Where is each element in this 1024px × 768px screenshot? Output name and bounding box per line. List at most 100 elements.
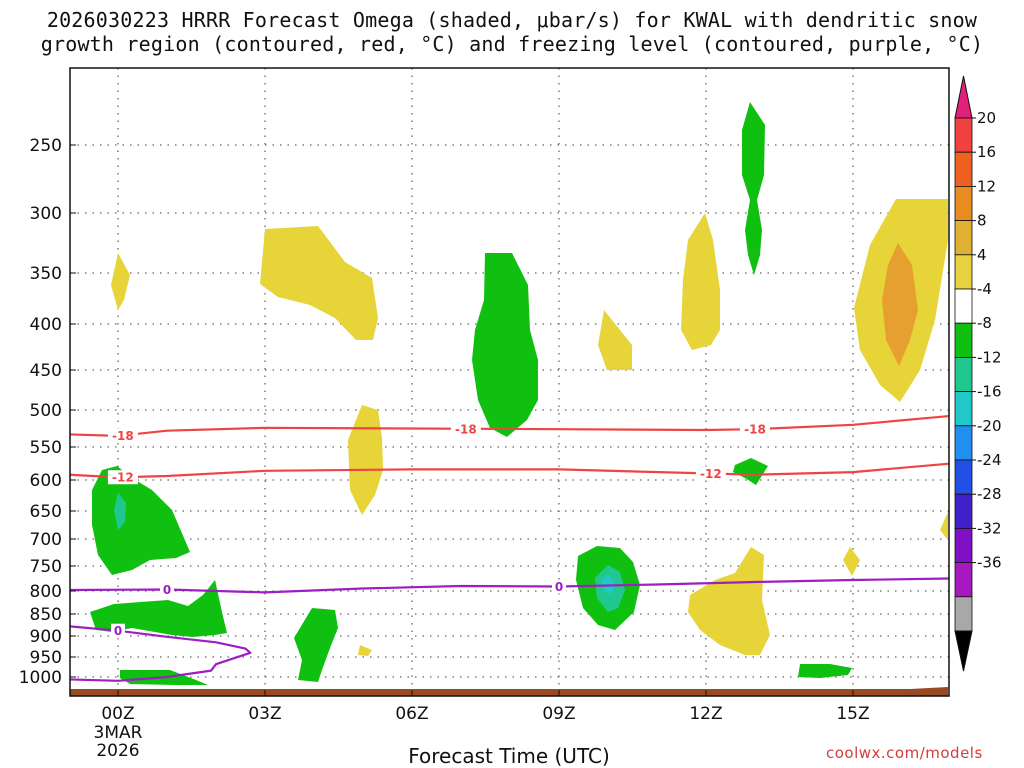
colorbar-tick-label: -4 (977, 280, 992, 298)
colorbar-tick-label: 8 (977, 212, 987, 230)
colorbar-tick-label: -36 (977, 554, 1002, 572)
contour-label-bg (107, 428, 138, 443)
contour-label: 0 (555, 580, 563, 594)
contour-label-bg (107, 470, 138, 485)
chart-title-line-1: 2026030223 HRRR Forecast Omega (shaded, … (46, 8, 978, 32)
freezing-level-contour (70, 577, 949, 594)
x-tick-label: 09Z (542, 704, 575, 724)
omega-rising-region (681, 213, 720, 350)
contour-label-bg (552, 579, 566, 594)
omega-rising-region (348, 405, 383, 515)
y-tick-label: 950 (30, 648, 62, 668)
x-axis-label: Forecast Time (UTC) (408, 744, 610, 768)
colorbar-top-arrow (954, 75, 973, 119)
x-tick-label: 15Z (836, 704, 869, 724)
colorbar-segment (954, 356, 973, 392)
omega-sinking-region (90, 580, 227, 637)
y-tick-label: 300 (30, 204, 62, 224)
colorbar-tick-label: -20 (977, 417, 1002, 435)
dgz-top-contour (70, 414, 949, 437)
colorbar-segment (954, 322, 973, 358)
colorbar-segment (954, 391, 973, 427)
colorbar-tick-label: -28 (977, 485, 1002, 503)
omega-rising-region (598, 310, 632, 370)
contour-label-bg (695, 466, 726, 481)
x-tick-label: 00Z (101, 704, 134, 724)
contour-layer: -18 -18 -18 -12 -12 0 0 0 (70, 414, 949, 682)
omega-sinking-region (114, 493, 126, 530)
contour-label: -18 (744, 423, 766, 437)
colorbar-segment (954, 220, 973, 256)
colorbar-segment (954, 493, 973, 529)
date-year-label: 2026 (96, 741, 139, 761)
colorbar-tick-label: 20 (977, 109, 996, 127)
y-tick-label: 900 (30, 627, 62, 647)
omega-rising-region (940, 512, 948, 540)
omega-sinking-region (472, 253, 538, 437)
omega-rising-region (358, 645, 372, 656)
omega-rising-region (260, 226, 378, 340)
contour-label: -12 (112, 471, 134, 485)
y-tick-label: 850 (30, 605, 62, 625)
freezing-level-low-contour (70, 625, 252, 682)
colorbar-segment (954, 562, 973, 598)
credit-text: coolwx.com/models (826, 744, 983, 762)
contour-label-bg (160, 582, 174, 597)
y-tick-label: 700 (30, 530, 62, 550)
plot-frame (69, 67, 950, 697)
x-tick-label: 06Z (395, 704, 428, 724)
colorbar-segment (954, 151, 973, 187)
y-tick-label: 600 (30, 471, 62, 491)
y-tick-label: 650 (30, 502, 62, 522)
omega-sinking-region (733, 458, 768, 485)
colorbar-segment (954, 459, 973, 495)
contour-label: -18 (455, 422, 477, 436)
colorbar-segment (954, 528, 973, 564)
contour-label: 0 (114, 624, 122, 638)
colorbar-tick-label: 16 (977, 143, 996, 161)
omega-sinking-region (798, 664, 852, 678)
chart-title-line-2: growth region (contoured, red, °C) and f… (40, 32, 984, 56)
y-tick-label: 550 (30, 438, 62, 458)
omega-sinking-region (92, 466, 190, 575)
y-tick-label: 400 (30, 315, 62, 335)
omega-rising-region (688, 547, 770, 655)
colorbar-segment (954, 254, 973, 290)
y-tick-label: 250 (30, 136, 62, 156)
contour-label: -12 (700, 467, 722, 481)
contour-label: -18 (112, 429, 134, 443)
contour-label-bg (111, 623, 125, 638)
contour-label-bg (740, 422, 770, 437)
colorbar-tick-label: -24 (977, 451, 1002, 469)
terrain-band (70, 687, 948, 696)
contour-label: 0 (163, 583, 171, 597)
omega-shading-layer (70, 102, 948, 696)
colorbar-segment (954, 596, 973, 632)
omega-sinking-region (742, 102, 765, 275)
colorbar-bottom-arrow (954, 630, 973, 672)
x-tick-label: 12Z (689, 704, 722, 724)
x-tick-label: 03Z (248, 704, 281, 724)
omega-sinking-region (294, 608, 338, 682)
y-tick-label: 750 (30, 557, 62, 577)
dgz-bottom-contour (70, 462, 949, 479)
colorbar-tick-label: -32 (977, 519, 1002, 537)
y-tick-label: 450 (30, 361, 62, 381)
omega-rising-region (882, 243, 918, 366)
colorbar-tick-label: -16 (977, 383, 1002, 401)
y-axis: 2503003504004505005506006507007508008509… (19, 136, 76, 688)
colorbar-tick-label: 4 (977, 246, 987, 264)
colorbar-tick-label: -12 (977, 348, 1002, 366)
y-tick-label: 1000 (19, 668, 62, 688)
omega-rising-region (111, 253, 130, 310)
date-day-label: 3MAR (94, 723, 143, 743)
colorbar-tick-label: 12 (977, 177, 996, 195)
colorbar-segment (954, 117, 973, 153)
colorbar: 20 16 12 8 4 -4 -8 -12 -16 -20 -24 -28 -32 -36 (954, 75, 1002, 672)
y-tick-label: 350 (30, 264, 62, 284)
colorbar-segment (954, 425, 973, 461)
colorbar-segment (954, 185, 973, 221)
y-tick-label: 800 (30, 582, 62, 602)
